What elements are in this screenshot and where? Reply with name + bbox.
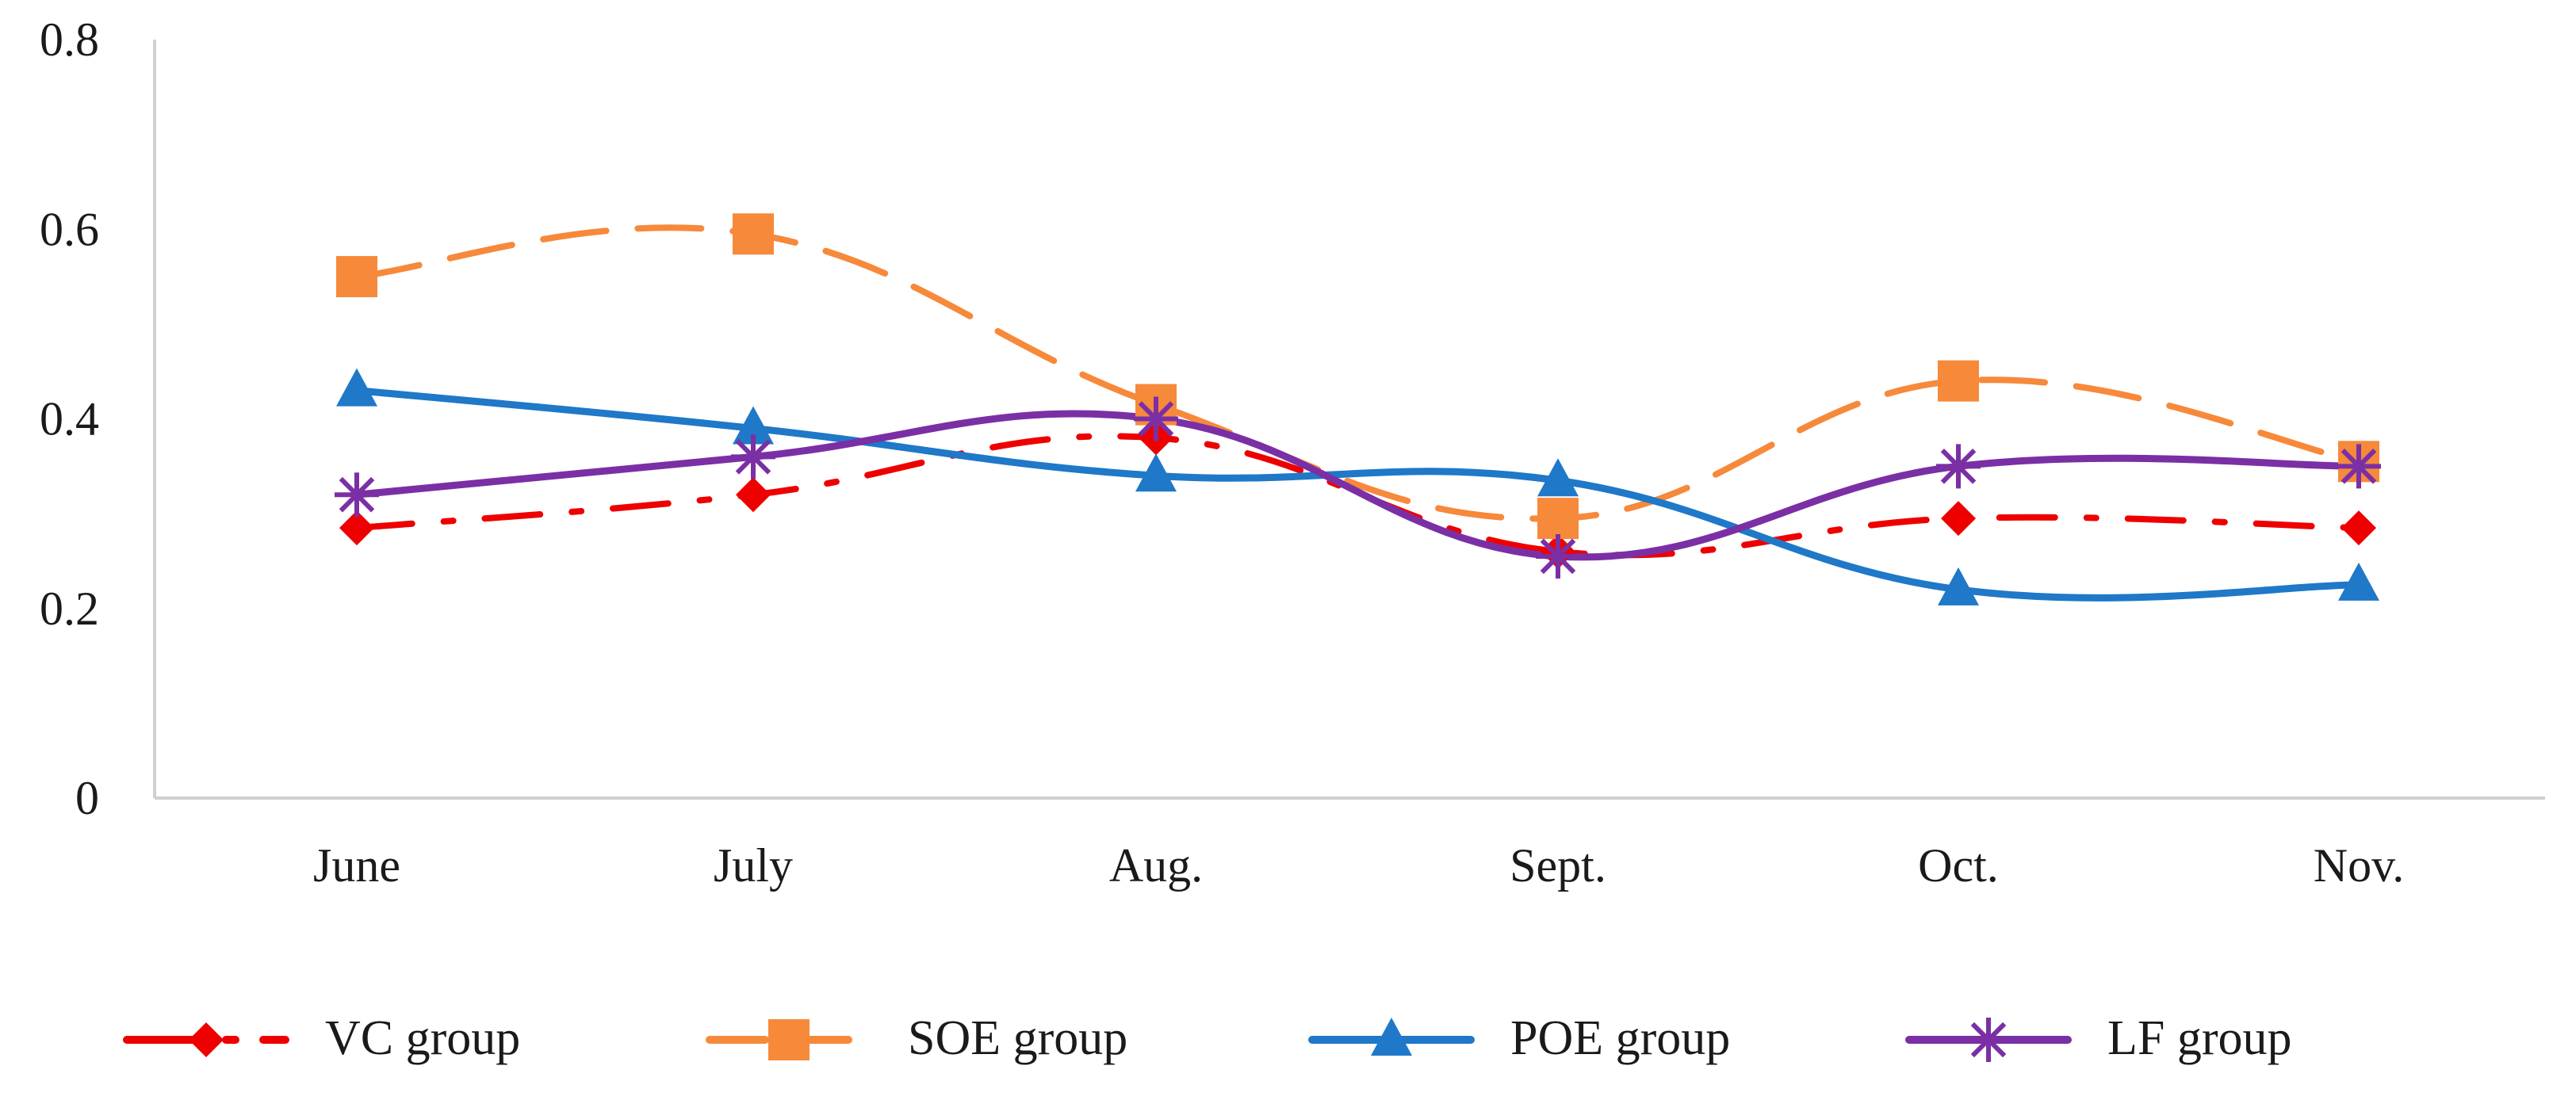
data-point-poe-group <box>2338 562 2379 601</box>
legend-marker <box>768 1019 810 1060</box>
x-tick-label: Sept. <box>1510 839 1606 892</box>
series-markers <box>335 213 2381 605</box>
y-tick-label: 0 <box>75 772 99 824</box>
series-line-vc-group <box>354 433 2362 559</box>
series-line-poe-group <box>353 387 2363 602</box>
legend-label: POE group <box>1510 1011 1730 1065</box>
legend: VC group SOE group POE group LF group <box>123 1011 2292 1065</box>
legend-label: LF group <box>2107 1011 2292 1065</box>
data-point-lf-group <box>2337 444 2381 489</box>
axes <box>153 40 2545 800</box>
legend-item-poe-group: POE group <box>1308 1011 1730 1065</box>
legend-marker <box>1371 1018 1412 1056</box>
data-point-soe-group <box>1938 360 1979 402</box>
legend-item-lf-group: LF group <box>1905 1011 2292 1065</box>
data-point-lf-group <box>1536 533 1580 579</box>
data-point-poe-group <box>733 406 774 445</box>
data-point-soe-group <box>733 213 774 255</box>
x-tick-label: Oct. <box>1918 839 1999 892</box>
data-point-soe-group <box>1537 498 1579 540</box>
x-tick-label: June <box>313 839 400 892</box>
series-lines <box>353 224 2363 602</box>
data-point-poe-group <box>1135 453 1177 492</box>
data-point-lf-group <box>731 434 775 479</box>
x-tick-labels: June July Aug. Sept. Oct. Nov. <box>313 839 2404 892</box>
data-point-vc-group <box>736 477 771 513</box>
x-tick-label: Nov. <box>2314 839 2404 892</box>
legend-label: VC group <box>325 1011 520 1065</box>
data-point-poe-group <box>1537 458 1579 497</box>
y-tick-label: 0.4 <box>40 393 99 445</box>
data-point-lf-group <box>335 472 379 518</box>
legend-marker <box>1966 1018 2011 1062</box>
legend-item-vc-group: VC group <box>123 1011 520 1065</box>
x-tick-label: July <box>714 839 793 892</box>
data-point-vc-group <box>2341 510 2376 546</box>
y-tick-labels: 0 0.2 0.4 0.6 0.8 <box>40 13 99 824</box>
data-point-lf-group <box>1134 396 1178 441</box>
legend-label: SOE group <box>908 1011 1127 1065</box>
series-line-lf-group <box>353 410 2363 561</box>
y-tick-label: 0.8 <box>40 13 99 66</box>
y-tick-label: 0.2 <box>40 583 99 635</box>
series-line-soe-group <box>354 224 2362 522</box>
data-point-vc-group <box>339 510 374 546</box>
y-tick-label: 0.6 <box>40 203 99 255</box>
legend-item-soe-group: SOE group <box>706 1011 1127 1065</box>
data-point-vc-group <box>1941 501 1976 537</box>
data-point-poe-group <box>336 368 377 407</box>
data-point-lf-group <box>1936 444 1981 489</box>
data-point-soe-group <box>336 256 377 298</box>
x-tick-label: Aug. <box>1109 839 1203 892</box>
data-point-poe-group <box>1938 567 1979 605</box>
legend-marker <box>189 1022 224 1057</box>
